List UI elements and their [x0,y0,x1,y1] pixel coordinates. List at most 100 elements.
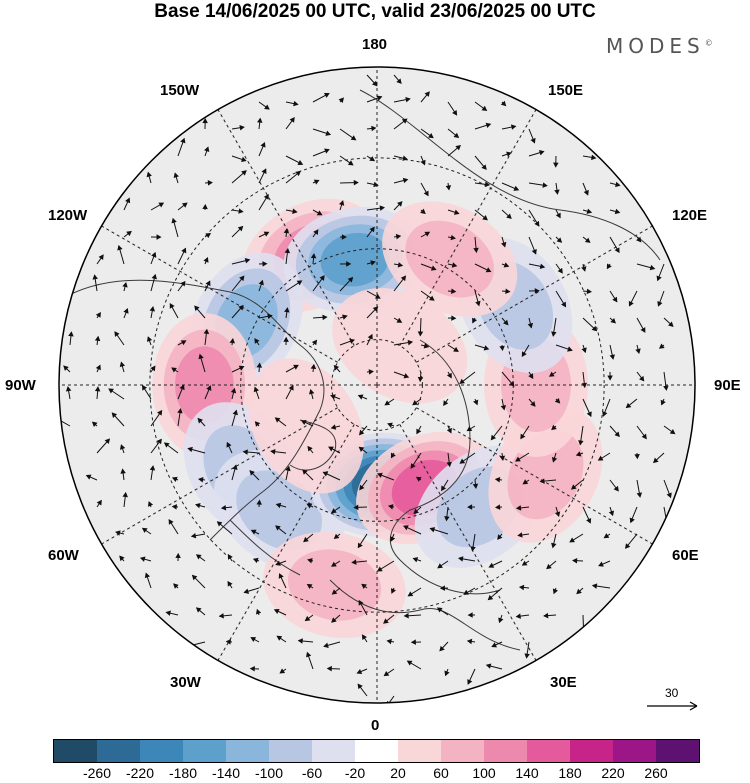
wind-vector [555,344,573,352]
wind-arrowhead [104,438,111,444]
wind-arrowhead [191,574,198,581]
wind-arrowhead [406,660,413,666]
wind-vector [555,290,567,308]
wind-arrowhead [232,464,238,470]
wind-arrowhead [467,504,473,510]
wind-vector [609,425,620,438]
wind-arrowhead [65,386,72,392]
wind-vector [273,608,287,616]
wind-vector [297,638,314,644]
wind-arrowhead [539,478,545,484]
wind-vector [607,371,613,381]
wind-vector [446,425,452,434]
wind-vector [609,317,616,324]
wind-vector [500,398,507,411]
wind-arrowhead [181,247,187,254]
wind-arrowhead [524,653,530,659]
wind-vector [307,445,314,454]
wind-vector [499,452,506,462]
wind-arrowhead [483,345,490,351]
wind-vector [123,230,132,238]
wind-vector [634,452,640,460]
wind-vector [256,362,263,373]
wind-arrowhead [313,179,320,185]
wind-vector [466,425,476,432]
wind-arrowhead [238,365,245,371]
wind-arrowhead [205,232,212,239]
wind-arrowhead [373,181,379,188]
wind-vector [521,560,530,566]
wind-vector [177,247,187,265]
wind-vector [609,290,618,303]
wind-vector [494,477,503,483]
wind-arrowhead [403,373,410,379]
wind-vector [168,519,179,535]
wind-arrowhead [451,288,457,295]
wind-vector [463,587,476,595]
wind-arrowhead [609,354,615,360]
wind-arrowhead [641,433,647,440]
wind-arrowhead [625,402,632,409]
wind-vector [147,501,154,508]
wind-vector [578,425,584,446]
wind-arrowhead [331,589,338,595]
wind-vector [146,171,152,184]
wind-arrowhead [446,461,452,468]
wind-arrowhead [195,607,202,613]
wind-vector [312,128,332,136]
wind-arrowhead [663,519,670,526]
wind-arrowhead [156,234,162,240]
wind-arrowhead [108,388,114,394]
wind-vector [457,556,476,562]
wind-vector [420,231,431,238]
wind-vector [351,559,368,565]
wind-arrowhead [584,237,591,243]
wind-arrowhead [180,280,186,287]
wind-arrowhead [583,189,589,196]
wind-arrowhead [505,288,511,295]
wind-arrowhead [663,385,669,391]
wind-vector [366,290,381,299]
wind-arrowhead [376,566,383,572]
wind-vector [150,273,157,292]
wind-arrowhead [640,327,646,333]
wind-arrowhead [347,276,354,283]
wind-arrowhead [445,185,452,191]
polar-map [58,66,698,711]
wind-vector [581,344,587,354]
wind-vector [91,421,98,427]
wind-arrowhead [220,504,227,511]
wind-vector [307,558,314,564]
wind-vector [459,371,476,385]
wind-arrowhead [117,244,123,251]
wind-vector [653,452,665,464]
wind-vector [95,364,101,373]
wind-vector [518,584,530,591]
colorbar-tick-label: -220 [125,765,155,781]
wind-vector [412,398,422,406]
wind-vector [491,641,503,648]
wind-vector [274,417,287,427]
wind-vector [446,371,452,379]
wind-arrowhead [255,608,262,615]
wind-arrowhead [430,265,437,271]
wind-vector [203,328,210,346]
wind-arrowhead [347,160,354,166]
wind-vector [202,203,208,211]
wind-vector [429,527,449,535]
wind-arrowhead [597,455,604,461]
wind-arrowhead [403,525,409,531]
wind-arrowhead [548,371,555,377]
wind-vector [420,343,430,349]
wind-vector [528,236,537,255]
wind-vector [466,638,476,645]
lon-label-30w: 30W [170,674,201,691]
wind-arrowhead [187,446,193,453]
wind-vector [582,506,592,524]
lon-label-90e: 90E [714,377,741,394]
colorbar-tick-label: 60 [433,765,449,781]
wind-arrowhead [546,563,552,570]
wind-vector [226,441,233,454]
wind-arrowhead [122,491,128,498]
wind-vector [150,438,162,454]
